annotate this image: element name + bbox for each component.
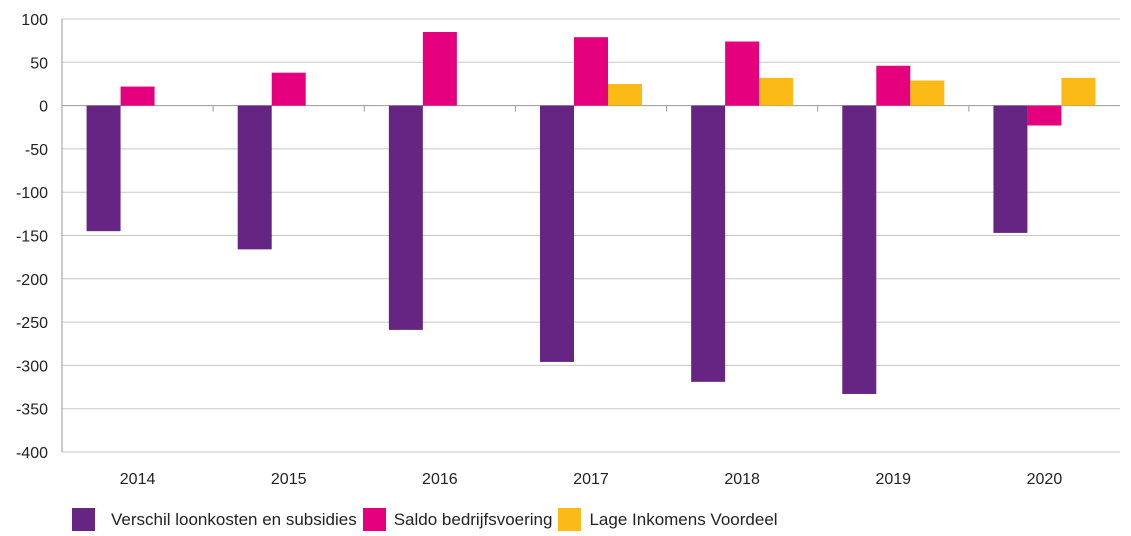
legend-label: Lage Inkomens Voordeel: [589, 509, 778, 529]
bar-saldo-bedrijfsvoering-2018: [725, 41, 760, 106]
y-tick-label: -350: [16, 402, 48, 419]
x-tick-label: 2014: [120, 471, 156, 488]
bars: [86, 31, 1096, 394]
legend-swatch: [558, 508, 582, 531]
bar-verschil-loonkosten-en-subsidies-2016: [388, 105, 423, 330]
x-tick-label: 2016: [422, 471, 458, 488]
bar-verschil-loonkosten-en-subsidies-2018: [691, 105, 726, 382]
bar-verschil-loonkosten-en-subsidies-2015: [237, 105, 272, 250]
y-tick-label: -200: [16, 272, 48, 289]
x-axis-ticks: 2014 2015 2016 2017 2018 2019 2020: [120, 471, 1063, 488]
bar-saldo-bedrijfsvoering-2015: [271, 72, 306, 106]
bar-saldo-bedrijfsvoering-2014: [120, 86, 155, 106]
y-tick-label: 100: [21, 12, 48, 29]
bar-saldo-bedrijfsvoering-2016: [422, 31, 457, 106]
y-tick-label: -150: [16, 229, 48, 246]
legend-label: Saldo bedrijfsvoering: [393, 509, 553, 529]
legend-swatch: [72, 508, 95, 531]
bar-lage-inkomens-voordeel-2020: [1061, 77, 1096, 106]
bar-verschil-loonkosten-en-subsidies-2019: [842, 105, 877, 394]
bar-verschil-loonkosten-en-subsidies-2014: [86, 105, 121, 232]
legend-label: Verschil loonkosten en subsidies: [111, 509, 357, 529]
bar-lage-inkomens-voordeel-2017: [608, 83, 642, 106]
y-tick-label: -400: [16, 445, 48, 462]
bar-lage-inkomens-voordeel-2019: [910, 80, 945, 106]
bar-saldo-bedrijfsvoering-2017: [574, 37, 608, 106]
bar-chart: 100 50 0 -50 -100 -150 -200 -250 -300 -350 -400 20…: [16, 12, 1120, 488]
legend-item-lage-inkomens-voordeel: Lage Inkomens Voordeel: [558, 508, 778, 531]
y-tick-label: -100: [16, 185, 48, 202]
x-tick-label: 2015: [271, 471, 307, 488]
x-tick-label: 2020: [1027, 471, 1063, 488]
x-tick-label: 2019: [875, 471, 911, 488]
bar-verschil-loonkosten-en-subsidies-2020: [993, 105, 1028, 233]
bar-verschil-loonkosten-en-subsidies-2017: [540, 105, 574, 362]
y-tick-label: -50: [25, 142, 48, 159]
x-tick-label: 2018: [724, 471, 760, 488]
y-axis-ticks: 100 50 0 -50 -100 -150 -200 -250 -300 -350 -400: [16, 12, 48, 462]
legend-item-verschil-loonkosten: Verschil loonkosten en subsidies: [72, 508, 357, 531]
bar-lage-inkomens-voordeel-2018: [759, 77, 794, 106]
bar-saldo-bedrijfsvoering-2019: [876, 65, 911, 106]
legend-item-saldo-bedrijfsvoering: Saldo bedrijfsvoering: [362, 508, 553, 531]
bar-saldo-bedrijfsvoering-2020: [1027, 105, 1062, 126]
y-tick-label: -300: [16, 358, 48, 375]
y-tick-label: -250: [16, 315, 48, 332]
x-tick-label: 2017: [573, 471, 609, 488]
y-tick-label: 50: [30, 55, 48, 72]
legend: Verschil loonkosten en subsidies Saldo b…: [72, 508, 784, 531]
legend-swatch: [362, 508, 386, 531]
y-tick-label: 0: [39, 99, 48, 116]
